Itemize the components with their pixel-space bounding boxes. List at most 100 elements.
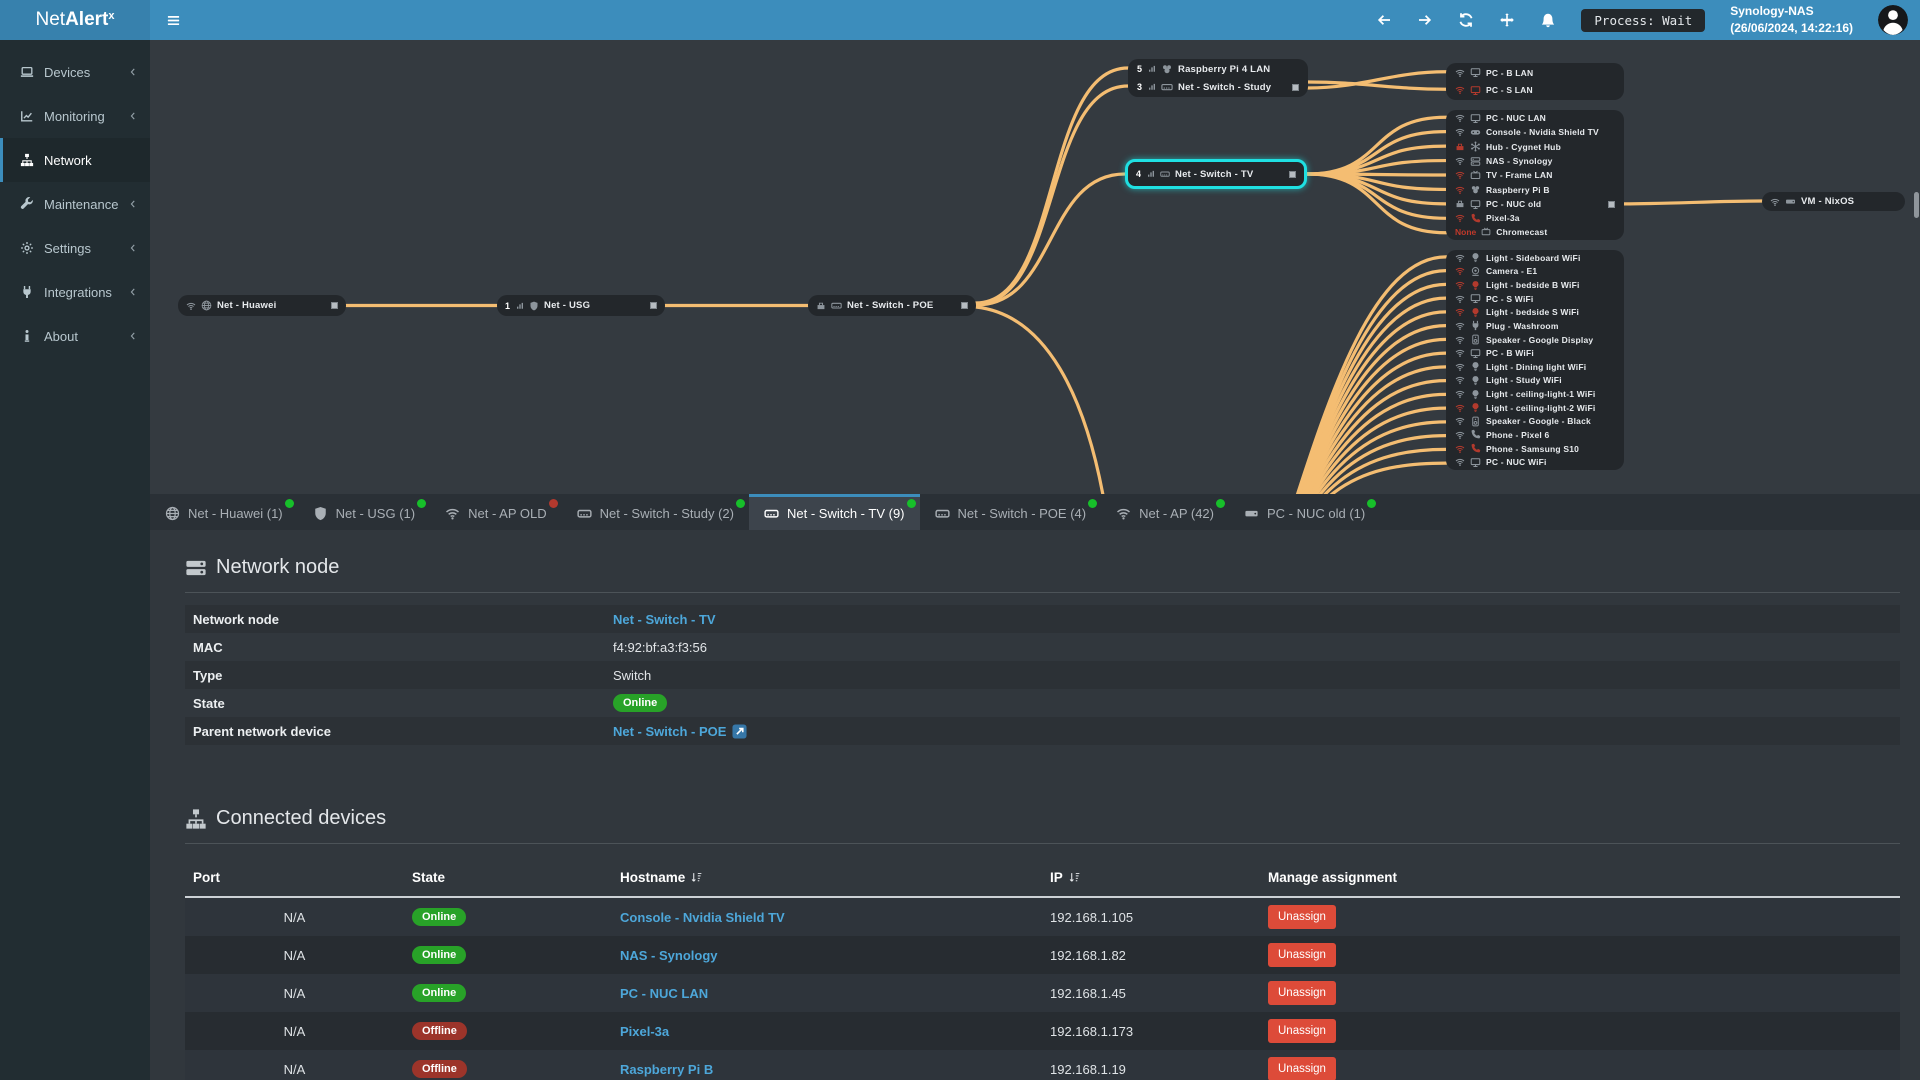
sidebar-item-label: Maintenance	[44, 196, 119, 212]
sidebar-item-about[interactable]: About	[0, 314, 150, 358]
divider	[185, 592, 1900, 593]
topology-device-speaker-google-display[interactable]: Speaker - Google Display	[1446, 333, 1624, 347]
topology-device-pc-nuc-old[interactable]: PC - NUC old	[1446, 197, 1624, 211]
tab-net-switch-study-2[interactable]: Net - Switch - Study (2)	[562, 494, 749, 530]
topology-device-pixel-3a[interactable]: Pixel-3a	[1446, 211, 1624, 225]
topology-node-net-huawei[interactable]: Net - Huawei	[178, 295, 346, 316]
process-status-badge[interactable]: Process: Wait	[1581, 8, 1706, 32]
topology-device-pc-nuc-wifi[interactable]: PC - NUC WiFi	[1446, 455, 1624, 469]
topology-cluster-tvgrp: PC - NUC LAN Console - Nvidia Shield TV Hu…	[1446, 110, 1624, 240]
topology-device-pc-b-wifi[interactable]: PC - B WiFi	[1446, 346, 1624, 360]
detail-row: MAC f4:92:bf:a3:f3:56	[185, 633, 1900, 661]
network-node-title-text: Network node	[216, 556, 340, 578]
topology-device-plug-washroom[interactable]: Plug - Washroom	[1446, 319, 1624, 333]
hostname-link[interactable]: Raspberry Pi B	[620, 1061, 714, 1077]
col-ip[interactable]: IP	[1042, 870, 1260, 885]
col-hostname[interactable]: Hostname	[612, 870, 1042, 885]
monitor-icon	[1470, 67, 1481, 78]
topology-device-pc-b-lan[interactable]: PC - B LAN	[1446, 64, 1624, 82]
node-panel: Network node Network node Net - Switch - …	[150, 530, 1920, 1080]
unassign-button[interactable]: Unassign	[1268, 905, 1336, 929]
unassign-button[interactable]: Unassign	[1268, 981, 1336, 1005]
table-row: N/A Online Console - Nvidia Shield TV 192.1…	[185, 898, 1900, 936]
wifi-icon	[1455, 113, 1465, 123]
unassign-button[interactable]: Unassign	[1268, 1057, 1336, 1080]
topology-device-light-sideboard-wifi[interactable]: Light - Sideboard WiFi	[1446, 251, 1624, 265]
tab-pc-nuc-old-1[interactable]: PC - NUC old (1)	[1229, 494, 1380, 530]
unassign-button[interactable]: Unassign	[1268, 943, 1336, 967]
topology-device-pc-nuc-lan[interactable]: PC - NUC LAN	[1446, 111, 1624, 125]
bulb-icon	[1470, 389, 1481, 400]
topology-node-net-switch-tv[interactable]: 4 Net - Switch - TV	[1125, 159, 1307, 189]
topology-node-net-switch-poe[interactable]: Net - Switch - POE	[808, 295, 976, 316]
node-link[interactable]: Net - Switch - TV	[613, 611, 716, 627]
sort-icon	[690, 871, 703, 884]
raspberry-icon	[1470, 184, 1481, 195]
sidebar-toggle-button[interactable]	[150, 0, 196, 40]
brand-net: Net	[35, 9, 66, 30]
wifi-icon	[1455, 444, 1465, 454]
brand-sup: x	[108, 9, 115, 22]
topology-device-pc-s-wifi[interactable]: PC - S WiFi	[1446, 292, 1624, 306]
wifi-icon	[1455, 294, 1465, 304]
topology-node-vm-nixos[interactable]: VM - NixOS	[1762, 192, 1905, 211]
hostname-link[interactable]: Console - Nvidia Shield TV	[620, 909, 785, 925]
user-avatar[interactable]	[1878, 5, 1908, 35]
topology-device-net-switch-study[interactable]: 3 Net - Switch - Study	[1128, 78, 1308, 96]
ip-cell: 192.168.1.173	[1050, 1023, 1134, 1039]
topology-device-speaker-google-black[interactable]: Speaker - Google - Black	[1446, 415, 1624, 429]
scrollbar-thumb[interactable]	[1914, 192, 1919, 218]
wifi-icon	[1455, 85, 1465, 95]
hostname-link[interactable]: Pixel-3a	[620, 1023, 670, 1039]
topology-device-raspberry-pi-4-lan[interactable]: 5 Raspberry Pi 4 LAN	[1128, 60, 1308, 78]
topology-device-nas-synology[interactable]: NAS - Synology	[1446, 154, 1624, 168]
topology-device-pc-s-lan[interactable]: PC - S LAN	[1446, 82, 1624, 100]
tab-net-switch-tv-9[interactable]: Net - Switch - TV (9)	[749, 494, 920, 530]
sidebar-item-monitoring[interactable]: Monitoring	[0, 94, 150, 138]
topology-device-light-study-wifi[interactable]: Light - Study WiFi	[1446, 374, 1624, 388]
wifi-icon	[1455, 416, 1465, 426]
app-logo[interactable]: Net Alert x	[0, 0, 150, 40]
topology-device-phone-samsung-s10[interactable]: Phone - Samsung S10	[1446, 442, 1624, 456]
forward-arrow-icon[interactable]	[1417, 12, 1433, 28]
sidebar-item-settings[interactable]: Settings	[0, 226, 150, 270]
topology-device-light-ceiling-light-1-wifi[interactable]: Light - ceiling-light-1 WiFi	[1446, 387, 1624, 401]
tab-net-usg-1[interactable]: Net - USG (1)	[298, 494, 430, 530]
topology-device-chromecast[interactable]: None Chromecast	[1446, 226, 1624, 239]
node-label: Net - Huawei	[217, 300, 277, 311]
tab-net-ap-42[interactable]: Net - AP (42)	[1101, 494, 1229, 530]
table-row: N/A Online PC - NUC LAN 192.168.1.45 Unassig…	[185, 974, 1900, 1012]
move-icon[interactable]	[1499, 12, 1515, 28]
hostname-link[interactable]: NAS - Synology	[620, 947, 718, 963]
sidebar-item-devices[interactable]: Devices	[0, 50, 150, 94]
sidebar-item-network[interactable]: Network	[0, 138, 150, 182]
topology-device-light-ceiling-light-2-wifi[interactable]: Light - ceiling-light-2 WiFi	[1446, 401, 1624, 415]
extlink-icon[interactable]	[732, 723, 747, 739]
device-label: Light - bedside S WiFi	[1486, 307, 1580, 318]
hostname-link[interactable]: PC - NUC LAN	[620, 985, 709, 1001]
topology-device-raspberry-pi-b[interactable]: Raspberry Pi B	[1446, 183, 1624, 197]
unassign-button[interactable]: Unassign	[1268, 1019, 1336, 1043]
back-arrow-icon[interactable]	[1376, 12, 1392, 28]
sidebar-item-integrations[interactable]: Integrations	[0, 270, 150, 314]
parent-node-link[interactable]: Net - Switch - POE	[613, 723, 727, 739]
tab-net-huawei-1[interactable]: Net - Huawei (1)	[150, 494, 298, 530]
topology-node-net-usg[interactable]: 1 Net - USG	[497, 295, 665, 316]
topology-device-light-dining-light-wifi[interactable]: Light - Dining light WiFi	[1446, 360, 1624, 374]
tab-net-ap-old[interactable]: Net - AP OLD	[430, 494, 562, 530]
refresh-icon[interactable]	[1458, 12, 1474, 28]
ip-cell: 192.168.1.105	[1050, 909, 1134, 925]
device-label: Hub - Cygnet Hub	[1486, 141, 1561, 152]
port-cell: N/A	[283, 985, 306, 1001]
sidebar-item-maintenance[interactable]: Maintenance	[0, 182, 150, 226]
topology-device-phone-pixel-6[interactable]: Phone - Pixel 6	[1446, 428, 1624, 442]
topology-device-light-bedside-s-wifi[interactable]: Light - bedside S WiFi	[1446, 306, 1624, 320]
topology-device-hub-cygnet-hub[interactable]: Hub - Cygnet Hub	[1446, 140, 1624, 154]
topology-device-light-bedside-b-wifi[interactable]: Light - bedside B WiFi	[1446, 278, 1624, 292]
tab-net-switch-poe-4[interactable]: Net - Switch - POE (4)	[920, 494, 1102, 530]
topology-device-tv-frame-lan[interactable]: TV - Frame LAN	[1446, 168, 1624, 182]
topology-device-console-nvidia-shield-tv[interactable]: Console - Nvidia Shield TV	[1446, 125, 1624, 139]
topology-device-camera-e1[interactable]: Camera - E1	[1446, 265, 1624, 279]
notifications-bell-icon[interactable]	[1540, 12, 1556, 28]
status-dot	[736, 499, 745, 508]
